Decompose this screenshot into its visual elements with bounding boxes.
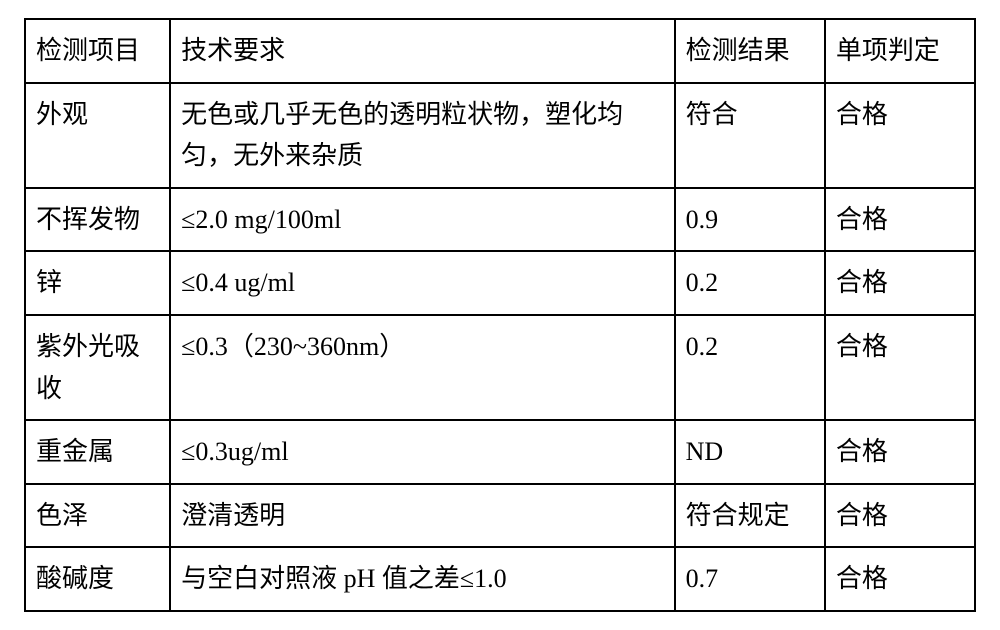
cell-res: 符合 (675, 83, 825, 188)
cell-req: 与空白对照液 pH 值之差≤1.0 (170, 547, 675, 611)
col-header: 检测项目 (25, 19, 170, 83)
table-header-row: 检测项目 技术要求 检测结果 单项判定 (25, 19, 975, 83)
table-row: 重金属 ≤0.3ug/ml ND 合格 (25, 420, 975, 484)
table-row: 色泽 澄清透明 符合规定 合格 (25, 484, 975, 548)
cell-jdg: 合格 (825, 188, 975, 252)
col-header: 单项判定 (825, 19, 975, 83)
col-header: 技术要求 (170, 19, 675, 83)
table-row: 酸碱度 与空白对照液 pH 值之差≤1.0 0.7 合格 (25, 547, 975, 611)
cell-item: 重金属 (25, 420, 170, 484)
table-row: 紫外光吸收 ≤0.3（230~360nm） 0.2 合格 (25, 315, 975, 420)
cell-item: 外观 (25, 83, 170, 188)
cell-res: ND (675, 420, 825, 484)
cell-jdg: 合格 (825, 83, 975, 188)
table-row: 外观 无色或几乎无色的透明粒状物，塑化均匀，无外来杂质 符合 合格 (25, 83, 975, 188)
cell-item: 锌 (25, 251, 170, 315)
cell-req: ≤0.4 ug/ml (170, 251, 675, 315)
cell-req: ≤0.3（230~360nm） (170, 315, 675, 420)
table-row: 不挥发物 ≤2.0 mg/100ml 0.9 合格 (25, 188, 975, 252)
cell-res: 0.9 (675, 188, 825, 252)
inspection-table: 检测项目 技术要求 检测结果 单项判定 外观 无色或几乎无色的透明粒状物，塑化均… (24, 18, 976, 612)
cell-res: 0.2 (675, 251, 825, 315)
cell-jdg: 合格 (825, 547, 975, 611)
cell-res: 0.7 (675, 547, 825, 611)
cell-res: 符合规定 (675, 484, 825, 548)
cell-item: 紫外光吸收 (25, 315, 170, 420)
cell-jdg: 合格 (825, 484, 975, 548)
cell-item: 不挥发物 (25, 188, 170, 252)
table-row: 锌 ≤0.4 ug/ml 0.2 合格 (25, 251, 975, 315)
cell-req: 无色或几乎无色的透明粒状物，塑化均匀，无外来杂质 (170, 83, 675, 188)
cell-jdg: 合格 (825, 420, 975, 484)
cell-req: ≤2.0 mg/100ml (170, 188, 675, 252)
cell-item: 酸碱度 (25, 547, 170, 611)
cell-item: 色泽 (25, 484, 170, 548)
col-header: 检测结果 (675, 19, 825, 83)
cell-jdg: 合格 (825, 251, 975, 315)
cell-res: 0.2 (675, 315, 825, 420)
cell-req: 澄清透明 (170, 484, 675, 548)
cell-req: ≤0.3ug/ml (170, 420, 675, 484)
cell-jdg: 合格 (825, 315, 975, 420)
table-container: 检测项目 技术要求 检测结果 单项判定 外观 无色或几乎无色的透明粒状物，塑化均… (0, 0, 1000, 630)
